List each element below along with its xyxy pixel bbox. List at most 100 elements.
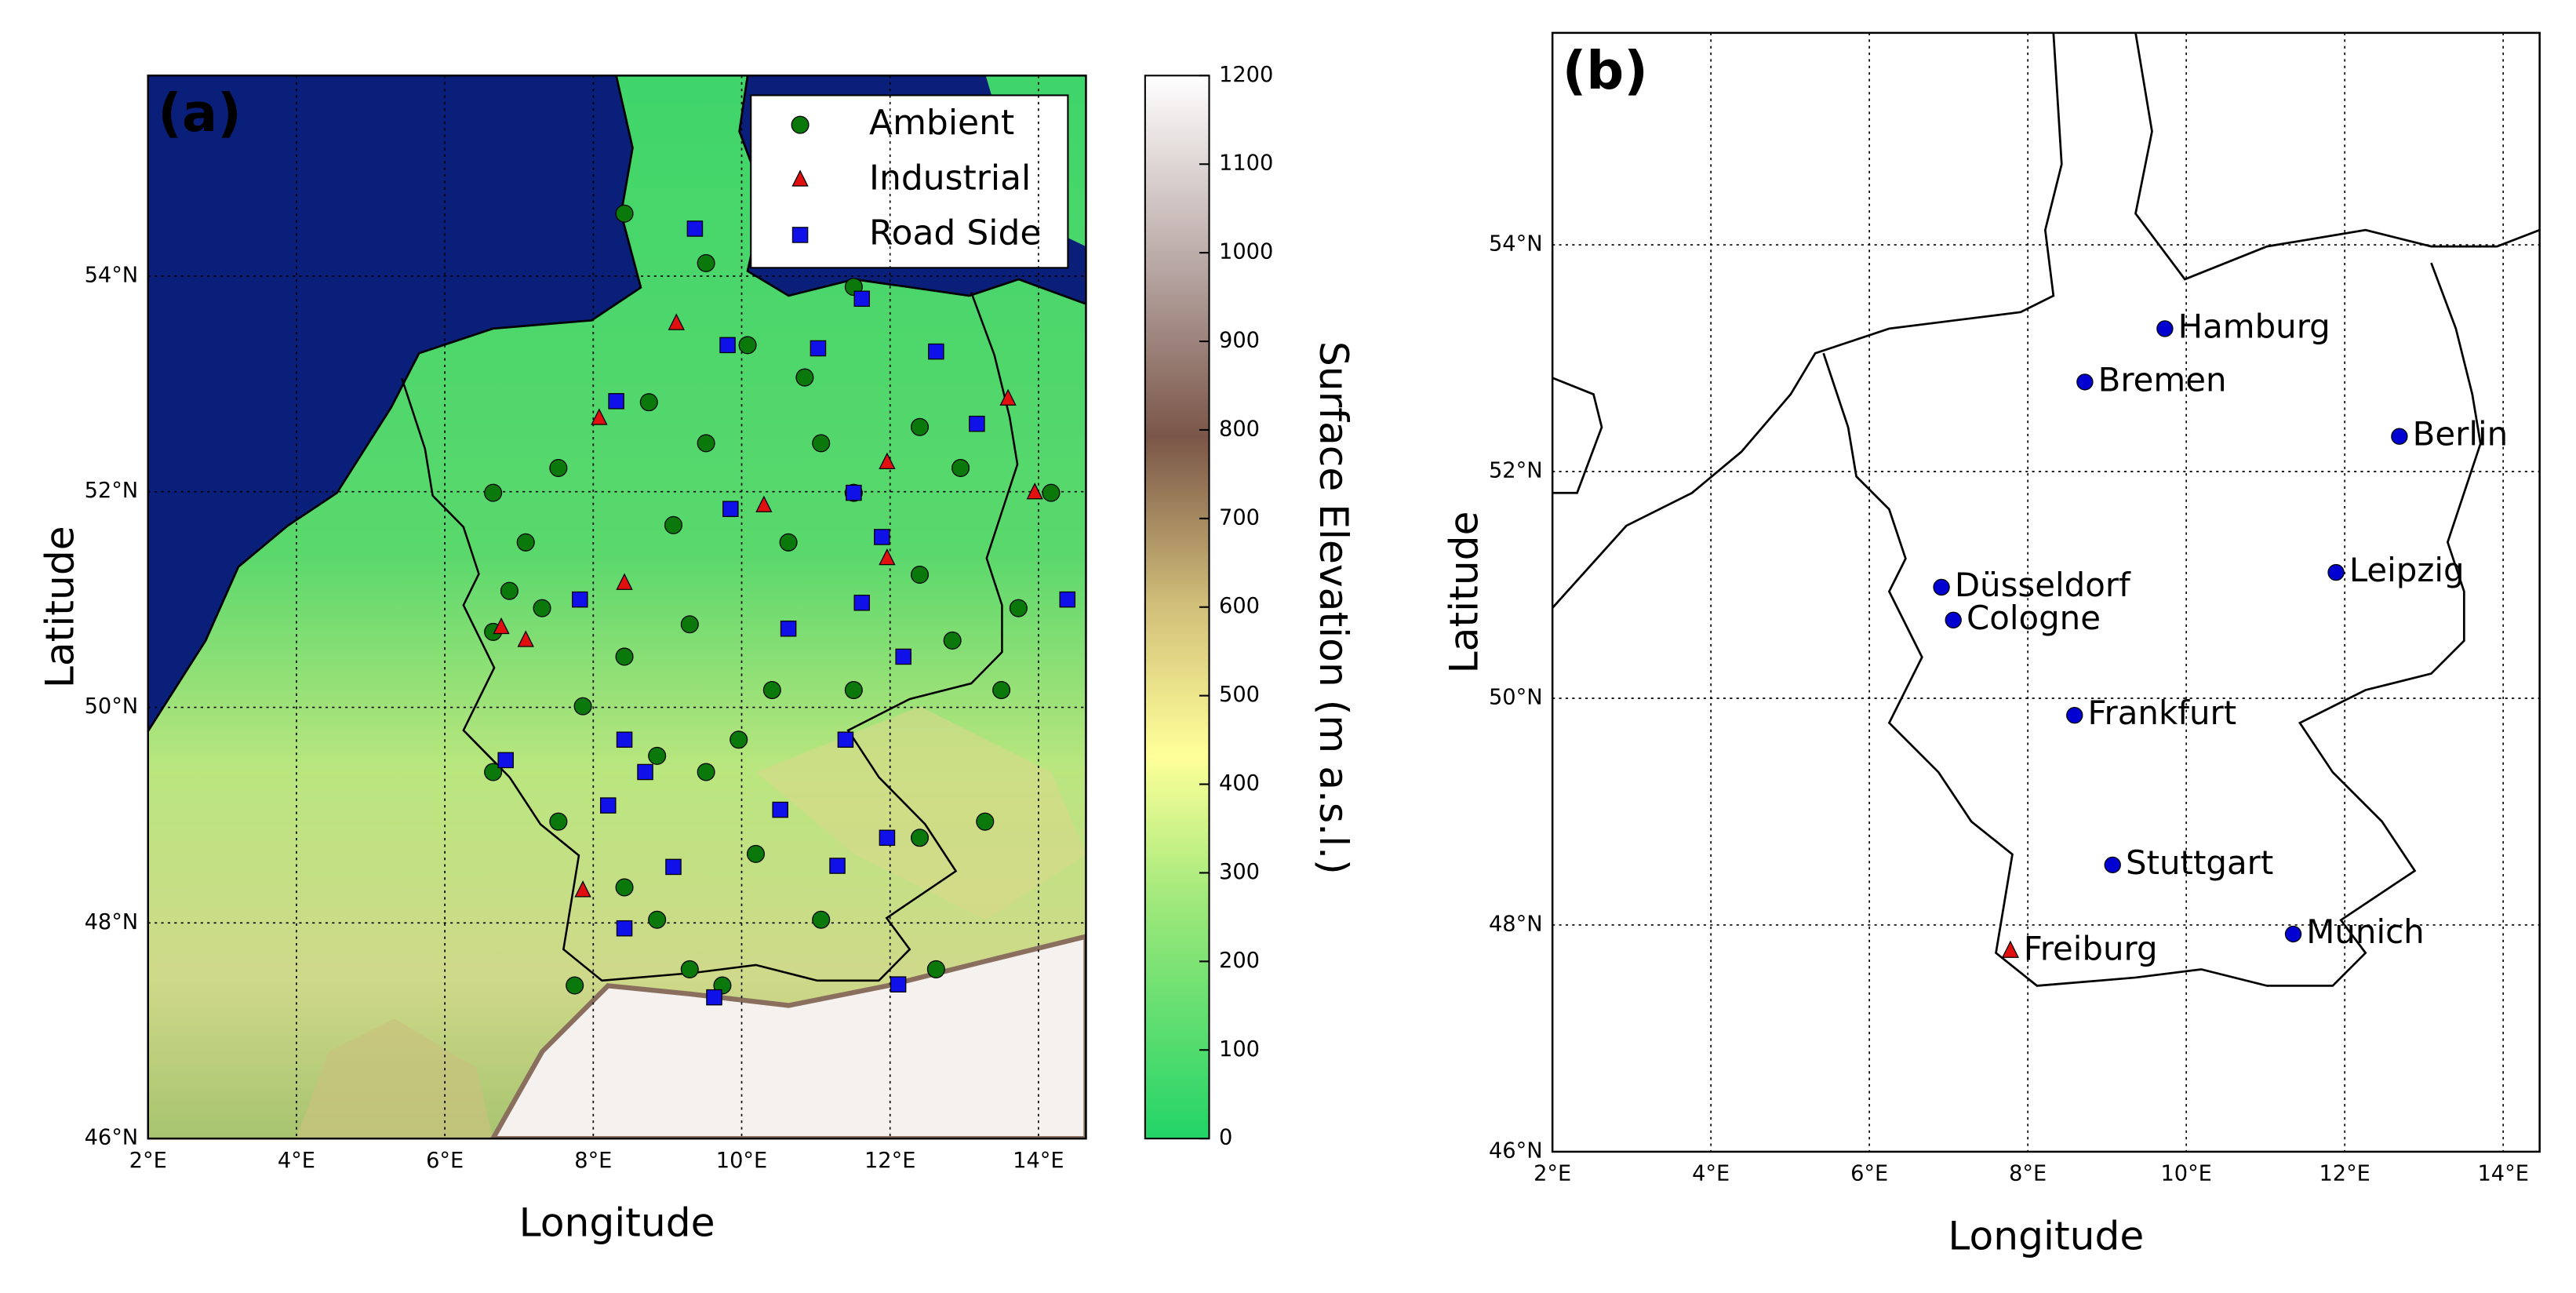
colorbar-tick-label: 1200 [1219, 63, 1273, 87]
station-marker [573, 697, 592, 716]
station-marker [639, 393, 658, 412]
station-marker [615, 647, 634, 666]
station-marker [879, 829, 896, 847]
city-marker [2327, 563, 2345, 581]
station-marker [566, 976, 584, 995]
legend-marker [791, 169, 809, 187]
station-marker [591, 408, 608, 425]
station-marker [928, 343, 944, 360]
station-marker [879, 452, 896, 469]
y-tick-label: 46°N [85, 1126, 139, 1150]
station-marker [738, 336, 757, 355]
station-marker [895, 648, 911, 665]
station-marker [722, 501, 739, 517]
station-marker [719, 337, 736, 354]
panel-label: (a) [158, 82, 241, 144]
y-axis-label: Latitude [36, 526, 82, 688]
station-marker [853, 594, 871, 611]
city-marker [2156, 320, 2174, 337]
city-marker [2001, 940, 2020, 958]
x-tick-label: 4°E [278, 1149, 315, 1173]
city-marker [2391, 428, 2408, 445]
station-marker [500, 581, 518, 600]
station-marker [599, 797, 617, 814]
station-marker [730, 730, 748, 749]
x-tick-label: 6°E [1850, 1162, 1888, 1186]
station-marker [497, 752, 514, 769]
station-marker [846, 484, 862, 501]
station-marker [999, 388, 1017, 406]
city-label: Bremen [2098, 360, 2227, 399]
x-tick-label: 8°E [574, 1149, 612, 1173]
y-tick-label: 54°N [1489, 232, 1543, 257]
city-label: Munich [2306, 912, 2424, 951]
station-marker [1009, 599, 1028, 617]
x-tick-label: 10°E [716, 1149, 767, 1173]
colorbar-tick-label: 100 [1219, 1037, 1260, 1062]
station-marker [664, 515, 682, 534]
colorbar-tick-label: 0 [1219, 1126, 1232, 1150]
y-tick-label: 50°N [85, 694, 139, 719]
x-tick-label: 14°E [2477, 1162, 2528, 1186]
city-marker [2104, 856, 2121, 874]
legend-label: Industrial [869, 158, 1031, 198]
x-tick-label: 14°E [1013, 1149, 1064, 1173]
station-marker [829, 858, 846, 874]
station-marker [992, 681, 1011, 700]
city-marker [1945, 611, 1962, 628]
station-marker [1026, 483, 1043, 500]
station-marker [1042, 483, 1061, 502]
station-marker [810, 340, 827, 357]
colorbar-tick-label: 500 [1219, 683, 1260, 707]
colorbar-tick-label: 200 [1219, 949, 1260, 973]
colorbar-tick-label: 700 [1219, 505, 1260, 530]
colorbar-tick-label: 1100 [1219, 151, 1273, 176]
station-marker [779, 533, 798, 552]
city-label: Berlin [2413, 415, 2509, 453]
city-label: Hamburg [2178, 307, 2330, 345]
station-marker [772, 801, 788, 818]
station-marker [1059, 591, 1076, 608]
y-tick-label: 46°N [1489, 1138, 1543, 1163]
station-marker [969, 415, 985, 432]
legend-label: Ambient [869, 103, 1014, 143]
station-marker [572, 591, 588, 608]
colorbar-label: Surface Elevation (m a.s.l.) [1311, 341, 1357, 875]
station-marker [648, 910, 667, 929]
station-marker [665, 858, 682, 876]
legend-marker [791, 227, 809, 243]
station-marker [976, 812, 995, 831]
station-marker [837, 731, 854, 748]
x-tick-label: 8°E [2009, 1162, 2047, 1186]
city-label: Frankfurt [2088, 694, 2237, 732]
station-marker [615, 204, 634, 223]
x-tick-label: 2°E [129, 1149, 167, 1173]
city-label: Stuttgart [2126, 843, 2273, 882]
station-marker [951, 458, 970, 478]
y-tick-label: 52°N [1489, 459, 1543, 483]
colorbar-tick-label: 600 [1219, 594, 1260, 618]
station-marker [812, 434, 831, 453]
station-marker [615, 878, 634, 897]
x-axis-label: Longitude [519, 1200, 715, 1246]
station-marker [706, 989, 722, 1006]
x-tick-label: 12°E [864, 1149, 915, 1173]
station-marker [686, 220, 704, 237]
colorbar-tick-label: 900 [1219, 329, 1260, 353]
station-marker [911, 829, 930, 847]
station-marker [795, 368, 814, 387]
panel-label: (b) [1563, 40, 1648, 101]
station-marker [853, 290, 871, 308]
y-axis-label: Latitude [1441, 511, 1487, 673]
station-marker [762, 681, 781, 700]
y-tick-label: 52°N [85, 479, 139, 503]
station-marker [746, 844, 766, 863]
city-label: Düsseldorf [1955, 566, 2131, 604]
station-marker [616, 573, 633, 590]
city-marker [2066, 706, 2083, 724]
legend-label: Road Side [869, 213, 1041, 253]
station-marker [680, 615, 699, 634]
station-marker [926, 960, 945, 978]
